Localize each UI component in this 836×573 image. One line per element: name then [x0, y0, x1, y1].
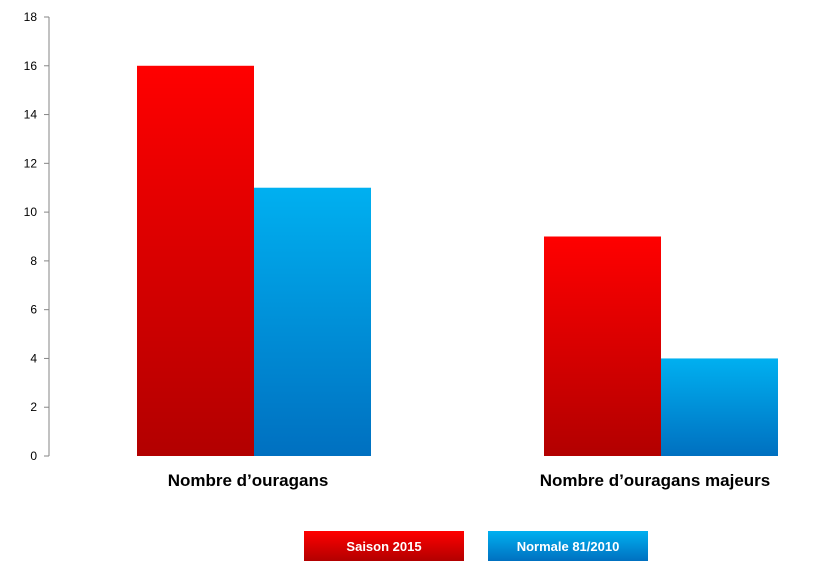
y-tick-label: 12 [24, 156, 38, 170]
y-tick-label: 10 [24, 205, 38, 219]
y-tick-label: 16 [24, 59, 38, 73]
bar [661, 358, 778, 456]
legend-label: Normale 81/2010 [516, 538, 620, 554]
bars [137, 65, 778, 457]
bar [254, 187, 371, 456]
bar [137, 65, 254, 457]
y-axis: 0 2 4 6 8 10 12 14 16 18 [24, 10, 50, 463]
y-tick-label: 8 [30, 254, 37, 268]
y-tick-label: 2 [30, 400, 37, 414]
legend-item-normale: Normale 81/2010 [488, 531, 648, 561]
bar [544, 236, 661, 456]
category-label: Nombre d’ouragans [168, 471, 329, 490]
y-tick-label: 6 [30, 303, 37, 317]
y-tick-label: 0 [30, 449, 37, 463]
y-tick-label: 18 [24, 10, 38, 24]
legend: Saison 2015 Normale 81/2010 [304, 531, 648, 561]
y-tick-label: 14 [24, 108, 38, 122]
legend-item-saison-2015: Saison 2015 [304, 531, 464, 561]
legend-label: Saison 2015 [346, 538, 422, 554]
y-tick-label: 4 [30, 351, 37, 365]
category-label: Nombre d’ouragans majeurs [540, 471, 771, 490]
x-axis-labels: Nombre d’ouragans Nombre d’ouragans majeu… [168, 471, 771, 490]
